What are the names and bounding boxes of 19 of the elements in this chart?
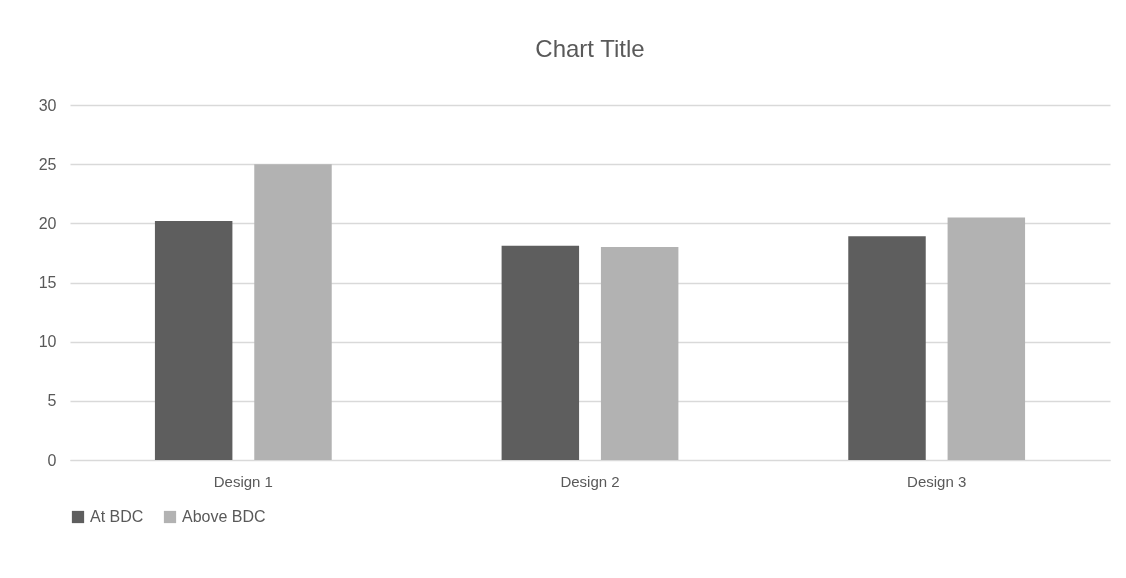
y-tick-label: 0 — [47, 451, 57, 469]
y-tick-label: 20 — [38, 214, 57, 232]
x-tick-label: Design 3 — [907, 472, 967, 490]
bar — [501, 245, 580, 460]
bar — [254, 164, 332, 460]
y-tick-label: 30 — [38, 96, 57, 114]
legend-label: Above BDC — [182, 508, 266, 525]
y-tick-label: 10 — [38, 333, 57, 351]
x-tick-label: Design 2 — [560, 472, 620, 490]
bar — [947, 217, 1026, 460]
bar — [154, 220, 233, 460]
y-tick-label: 5 — [47, 392, 57, 410]
x-tick-label: Design 1 — [213, 472, 273, 490]
legend-label: At BDC — [90, 508, 144, 525]
y-tick-label: 15 — [38, 274, 57, 291]
y-tick-label: 25 — [38, 155, 57, 173]
chart-title: Chart Title — [535, 35, 645, 62]
bar — [600, 247, 679, 460]
bar — [848, 236, 926, 460]
